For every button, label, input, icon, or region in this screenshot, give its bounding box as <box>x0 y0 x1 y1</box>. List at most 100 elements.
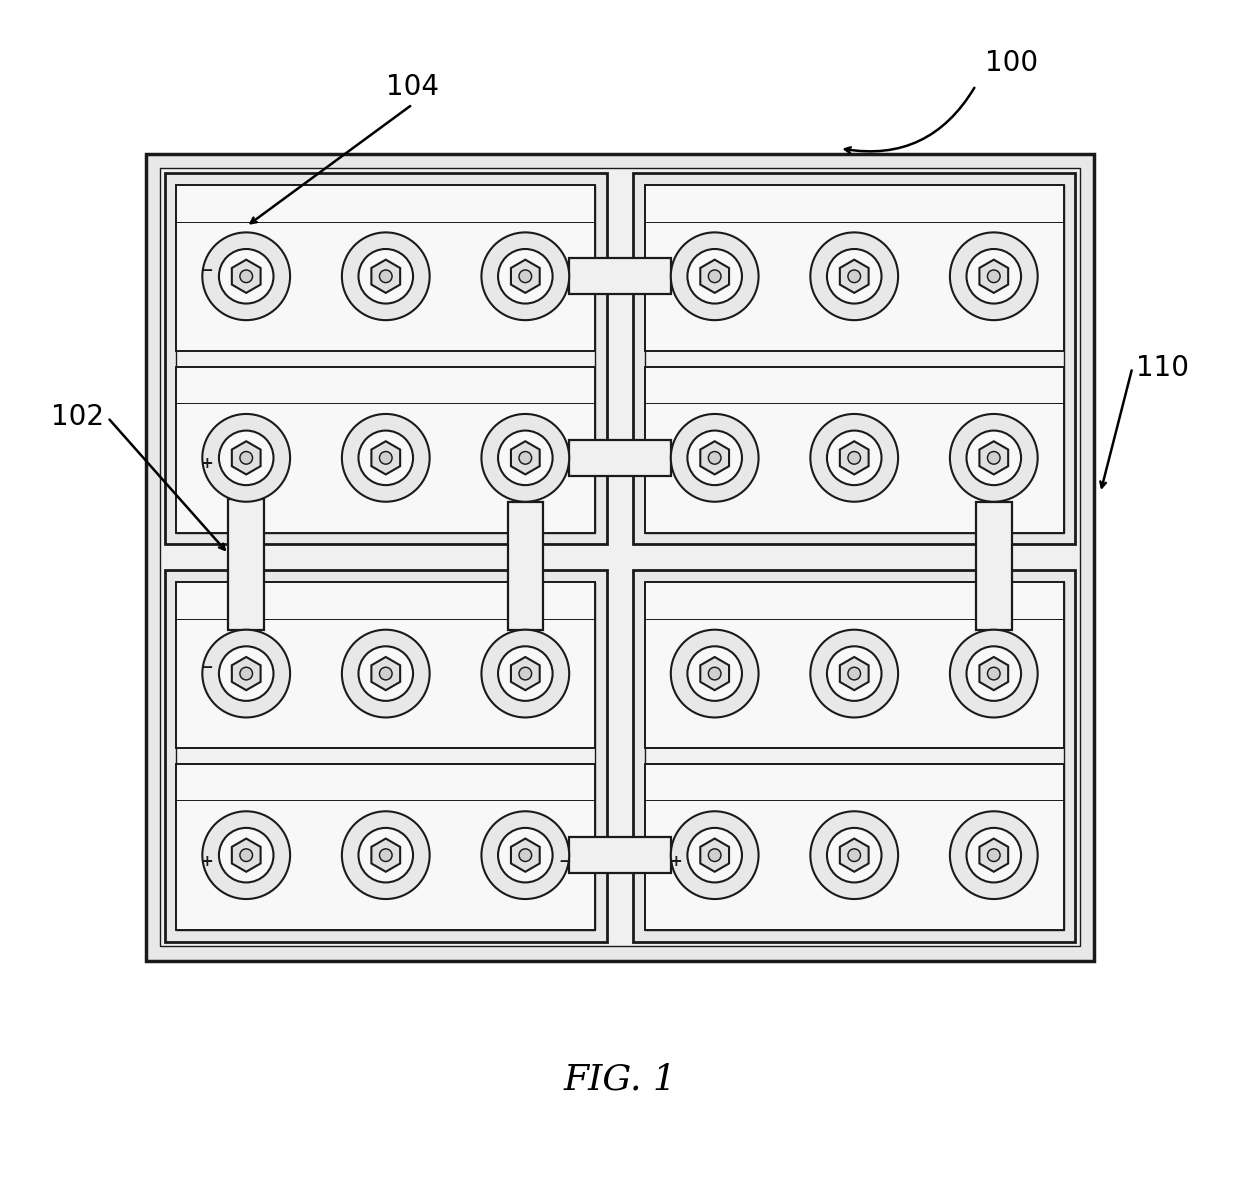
Circle shape <box>520 849 532 861</box>
Bar <box>165 570 606 942</box>
Circle shape <box>848 668 861 680</box>
Circle shape <box>687 828 742 882</box>
Polygon shape <box>980 260 1008 293</box>
Text: FIG. 1: FIG. 1 <box>563 1063 677 1096</box>
Polygon shape <box>372 260 401 293</box>
Circle shape <box>966 249 1021 304</box>
Circle shape <box>219 431 274 485</box>
Bar <box>645 764 1064 930</box>
Text: +: + <box>201 854 213 868</box>
Text: −: − <box>201 661 213 675</box>
Circle shape <box>498 249 553 304</box>
Bar <box>176 185 595 533</box>
Bar <box>176 366 595 533</box>
Circle shape <box>239 668 253 680</box>
Circle shape <box>811 811 898 899</box>
Circle shape <box>848 270 861 282</box>
Text: +: + <box>201 457 213 471</box>
Circle shape <box>219 828 274 882</box>
Polygon shape <box>701 441 729 474</box>
Circle shape <box>202 232 290 320</box>
Bar <box>165 173 606 544</box>
Circle shape <box>358 828 413 882</box>
Circle shape <box>827 431 882 485</box>
Bar <box>160 168 1080 946</box>
Bar <box>645 582 1064 748</box>
Circle shape <box>827 249 882 304</box>
Text: 102: 102 <box>51 403 104 432</box>
Circle shape <box>481 414 569 502</box>
Bar <box>176 185 595 351</box>
Circle shape <box>827 828 882 882</box>
Bar <box>645 185 1064 533</box>
Circle shape <box>708 668 720 680</box>
Polygon shape <box>511 657 539 690</box>
Circle shape <box>811 232 898 320</box>
Bar <box>176 582 595 748</box>
Text: −: − <box>558 854 570 868</box>
Polygon shape <box>232 441 260 474</box>
Circle shape <box>848 849 861 861</box>
Circle shape <box>950 811 1038 899</box>
Circle shape <box>671 630 759 718</box>
Polygon shape <box>701 657 729 690</box>
Circle shape <box>379 270 392 282</box>
Circle shape <box>520 668 532 680</box>
Circle shape <box>811 414 898 502</box>
Circle shape <box>687 431 742 485</box>
Circle shape <box>848 452 861 464</box>
Circle shape <box>342 232 429 320</box>
Text: +: + <box>670 854 682 868</box>
Circle shape <box>671 811 759 899</box>
Circle shape <box>708 452 720 464</box>
Circle shape <box>342 414 429 502</box>
Bar <box>507 502 543 630</box>
Circle shape <box>987 668 1001 680</box>
Circle shape <box>687 646 742 701</box>
Circle shape <box>811 630 898 718</box>
Circle shape <box>987 452 1001 464</box>
Circle shape <box>239 452 253 464</box>
Polygon shape <box>232 839 260 872</box>
Circle shape <box>966 646 1021 701</box>
Circle shape <box>219 646 274 701</box>
Bar <box>645 366 1064 533</box>
Circle shape <box>950 630 1038 718</box>
Bar <box>145 154 1095 961</box>
Bar <box>569 837 671 873</box>
Circle shape <box>239 849 253 861</box>
Polygon shape <box>839 839 868 872</box>
Circle shape <box>498 646 553 701</box>
Circle shape <box>671 232 759 320</box>
Circle shape <box>687 249 742 304</box>
Circle shape <box>950 414 1038 502</box>
Bar <box>569 259 671 294</box>
Circle shape <box>498 431 553 485</box>
Polygon shape <box>980 441 1008 474</box>
Polygon shape <box>839 657 868 690</box>
Polygon shape <box>511 260 539 293</box>
Polygon shape <box>980 657 1008 690</box>
Polygon shape <box>232 657 260 690</box>
Circle shape <box>481 811 569 899</box>
Circle shape <box>342 811 429 899</box>
Bar <box>176 582 595 930</box>
Circle shape <box>481 630 569 718</box>
Bar <box>645 582 1064 930</box>
Polygon shape <box>839 441 868 474</box>
Circle shape <box>379 452 392 464</box>
Circle shape <box>202 630 290 718</box>
Circle shape <box>671 414 759 502</box>
Circle shape <box>987 270 1001 282</box>
Circle shape <box>520 270 532 282</box>
Circle shape <box>202 414 290 502</box>
Text: 104: 104 <box>386 72 439 101</box>
Circle shape <box>708 270 720 282</box>
Polygon shape <box>980 839 1008 872</box>
Bar <box>176 764 595 930</box>
Text: 110: 110 <box>1136 353 1189 382</box>
Polygon shape <box>372 657 401 690</box>
Polygon shape <box>232 260 260 293</box>
Polygon shape <box>511 839 539 872</box>
Circle shape <box>827 646 882 701</box>
